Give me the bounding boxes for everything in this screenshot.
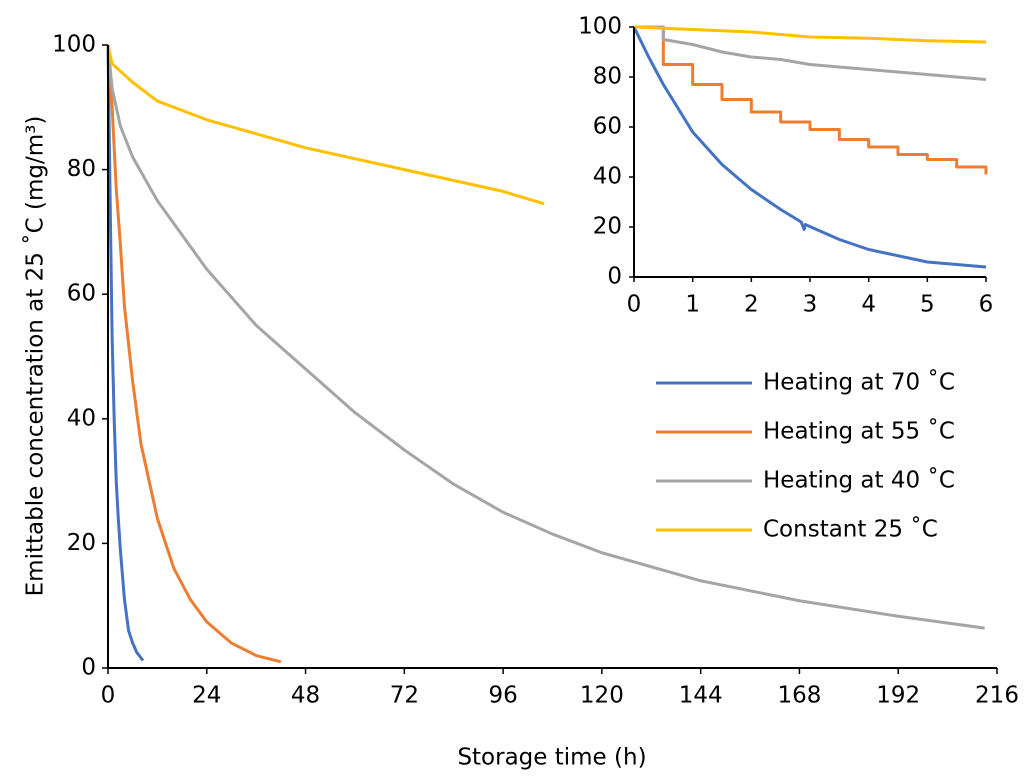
y-tick-label: 80	[593, 64, 622, 90]
x-tick-label: 24	[192, 683, 221, 709]
x-tick-label: 0	[627, 292, 642, 318]
legend-label: Constant 25 ˚C	[763, 516, 938, 543]
x-tick-label: 216	[975, 683, 1019, 709]
y-tick-label: 0	[81, 655, 96, 681]
data-line	[106, 44, 985, 630]
x-tick-label: 2	[744, 292, 759, 318]
legend-label: Heating at 40 ˚C	[763, 467, 955, 494]
y-tick-label: 20	[593, 214, 622, 240]
x-tick-label: 120	[580, 683, 624, 709]
x-tick-label: 72	[390, 683, 419, 709]
x-tick-label: 168	[777, 683, 821, 709]
x-tick-label: 96	[488, 683, 517, 709]
x-tick-label: 192	[876, 683, 920, 709]
y-tick-label: 100	[52, 32, 96, 58]
data-line	[632, 26, 987, 269]
data-line	[634, 25, 987, 81]
data-line	[106, 44, 145, 662]
y-tick-label: 60	[593, 114, 622, 140]
legend-label: Heating at 55 ˚C	[763, 418, 955, 445]
y-tick-label: 100	[578, 14, 622, 40]
y-tick-label: 0	[607, 264, 622, 290]
y-tick-label: 60	[67, 281, 96, 307]
x-tick-label: 6	[979, 292, 994, 318]
data-line	[106, 44, 282, 664]
x-tick-label: 5	[920, 292, 935, 318]
legend-label: Heating at 70 ˚C	[763, 369, 955, 396]
x-tick-label: 144	[679, 683, 723, 709]
y-tick-label: 40	[67, 405, 96, 431]
x-tick-label: 0	[101, 683, 116, 709]
y-tick-label: 20	[67, 530, 96, 556]
y-tick-label: 80	[67, 156, 96, 182]
x-tick-label: 48	[291, 683, 320, 709]
x-axis-label: Storage time (h)	[457, 745, 646, 771]
x-tick-label: 1	[685, 292, 700, 318]
x-tick-label: 4	[861, 292, 876, 318]
data-line	[106, 44, 545, 206]
y-axis-label: Emittable concentration at 25 ˚C (mg/m³)	[22, 116, 49, 597]
data-line	[634, 25, 988, 175]
y-tick-label: 40	[593, 164, 622, 190]
data-line	[633, 25, 987, 44]
x-tick-label: 3	[803, 292, 818, 318]
